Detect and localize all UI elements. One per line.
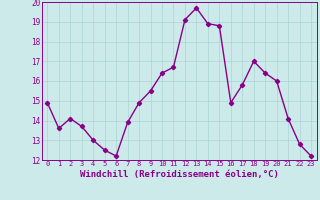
X-axis label: Windchill (Refroidissement éolien,°C): Windchill (Refroidissement éolien,°C) [80, 170, 279, 179]
